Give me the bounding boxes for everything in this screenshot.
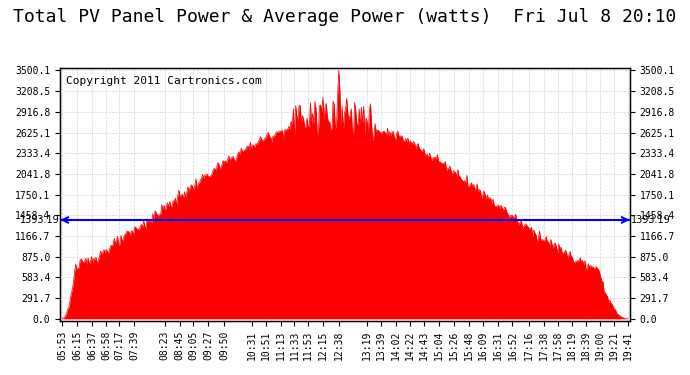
- Text: 1393.19: 1393.19: [19, 215, 59, 225]
- Text: Total PV Panel Power & Average Power (watts)  Fri Jul 8 20:10: Total PV Panel Power & Average Power (wa…: [13, 8, 677, 26]
- Text: 1393.19: 1393.19: [631, 215, 671, 225]
- Text: Copyright 2011 Cartronics.com: Copyright 2011 Cartronics.com: [66, 76, 262, 86]
